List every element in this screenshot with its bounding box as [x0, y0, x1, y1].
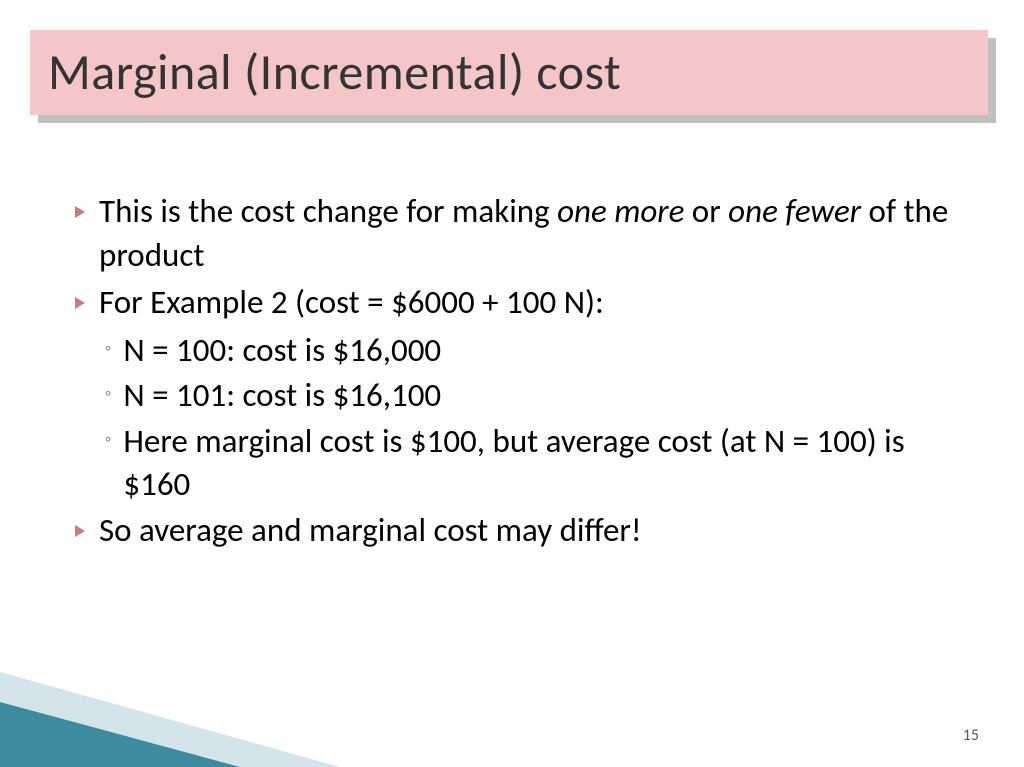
corner-decoration-dark	[0, 702, 240, 767]
slide-title: Marginal (Incremental) cost	[48, 42, 621, 103]
bullet-text-2: For Example 2 (cost = $6000 + 100 N):	[99, 281, 604, 325]
bullet-text-3: So average and marginal cost may differ!	[99, 509, 642, 553]
bullet-text-1: This is the cost change for making one m…	[99, 190, 975, 277]
bullet-triangle-icon	[75, 206, 85, 218]
bullet-subtext-2-1: N = 100: cost is $16,000	[123, 329, 441, 373]
bullet-subtext-2-3: Here marginal cost is $100, but average …	[123, 420, 975, 507]
bullet-text-1-italic1: one more	[557, 191, 684, 231]
bullet-text-1-mid: or	[684, 191, 728, 231]
bullet-triangle-icon	[75, 525, 85, 537]
content-area: This is the cost change for making one m…	[75, 190, 975, 556]
bullet-subitem-2-1: ◦ N = 100: cost is $16,000	[105, 329, 975, 373]
bullet-text-1-pre: This is the cost change for making	[99, 191, 557, 231]
bullet-subitem-2-2: ◦ N = 101: cost is $16,100	[105, 374, 975, 418]
bullet-item-3: So average and marginal cost may differ!	[75, 509, 975, 553]
title-box: Marginal (Incremental) cost	[30, 30, 988, 115]
bullet-circle-icon: ◦	[105, 428, 111, 450]
bullet-circle-icon: ◦	[105, 382, 111, 404]
page-number: 15	[963, 726, 979, 745]
bullet-circle-icon: ◦	[105, 337, 111, 359]
bullet-subtext-2-2: N = 101: cost is $16,100	[123, 374, 441, 418]
bullet-item-2: For Example 2 (cost = $6000 + 100 N):	[75, 281, 975, 325]
bullet-item-1: This is the cost change for making one m…	[75, 190, 975, 277]
bullet-subitem-2-3: ◦ Here marginal cost is $100, but averag…	[105, 420, 975, 507]
bullet-triangle-icon	[75, 297, 85, 309]
bullet-text-1-italic2: one fewer	[728, 191, 861, 231]
